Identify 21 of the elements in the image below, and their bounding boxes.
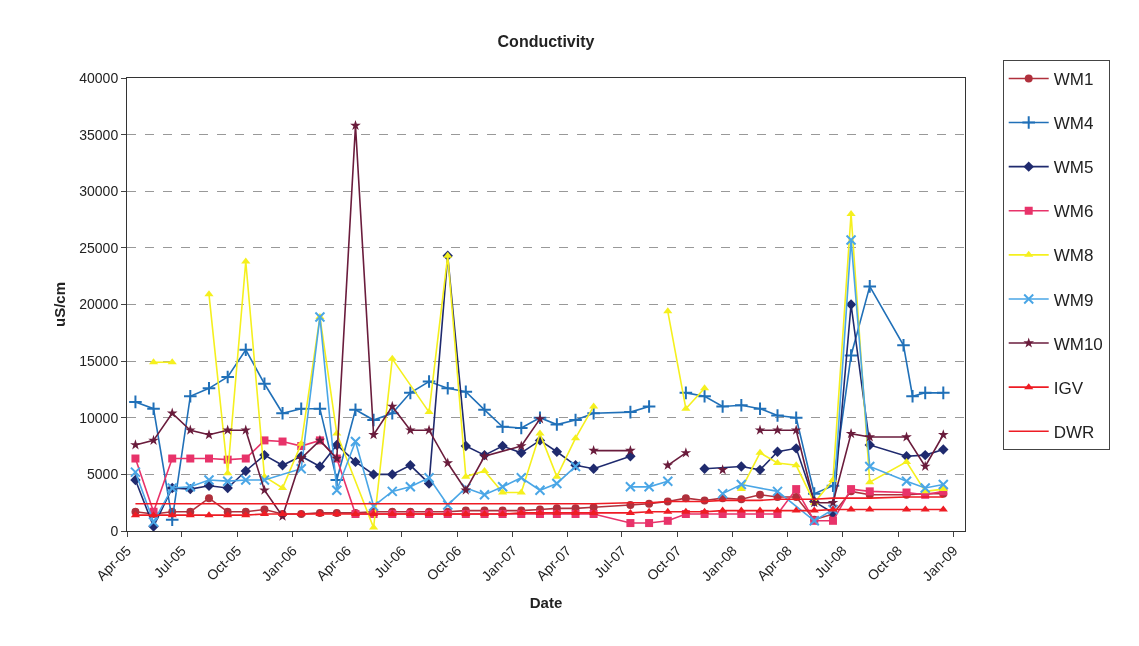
legend-label: WM4	[1053, 114, 1094, 134]
legend-label: WM6	[1053, 202, 1094, 222]
legend-label: WM8	[1053, 246, 1094, 266]
y-tick-label: 5000	[87, 466, 119, 483]
legend-label: IGV	[1053, 378, 1084, 398]
y-tick-label: 25000	[79, 239, 119, 256]
legend-label: WM10	[1053, 334, 1103, 354]
y-tick-label: 10000	[79, 409, 119, 426]
chart-title: Conductivity	[497, 32, 595, 50]
y-axis-title: uS/cm	[50, 281, 68, 328]
y-tick-label: 15000	[79, 353, 119, 370]
y-tick-label: 30000	[79, 183, 119, 200]
legend-label: WM1	[1053, 70, 1094, 90]
y-tick-label: 35000	[79, 126, 119, 143]
y-tick-label: 40000	[79, 69, 119, 86]
y-tick-label: 20000	[79, 296, 119, 313]
legend-label: DWR	[1053, 422, 1095, 442]
legend-label: WM9	[1053, 290, 1094, 310]
legend-label: WM5	[1053, 158, 1094, 178]
x-axis-title: Date	[529, 594, 563, 612]
y-tick-label: 0	[110, 522, 119, 539]
